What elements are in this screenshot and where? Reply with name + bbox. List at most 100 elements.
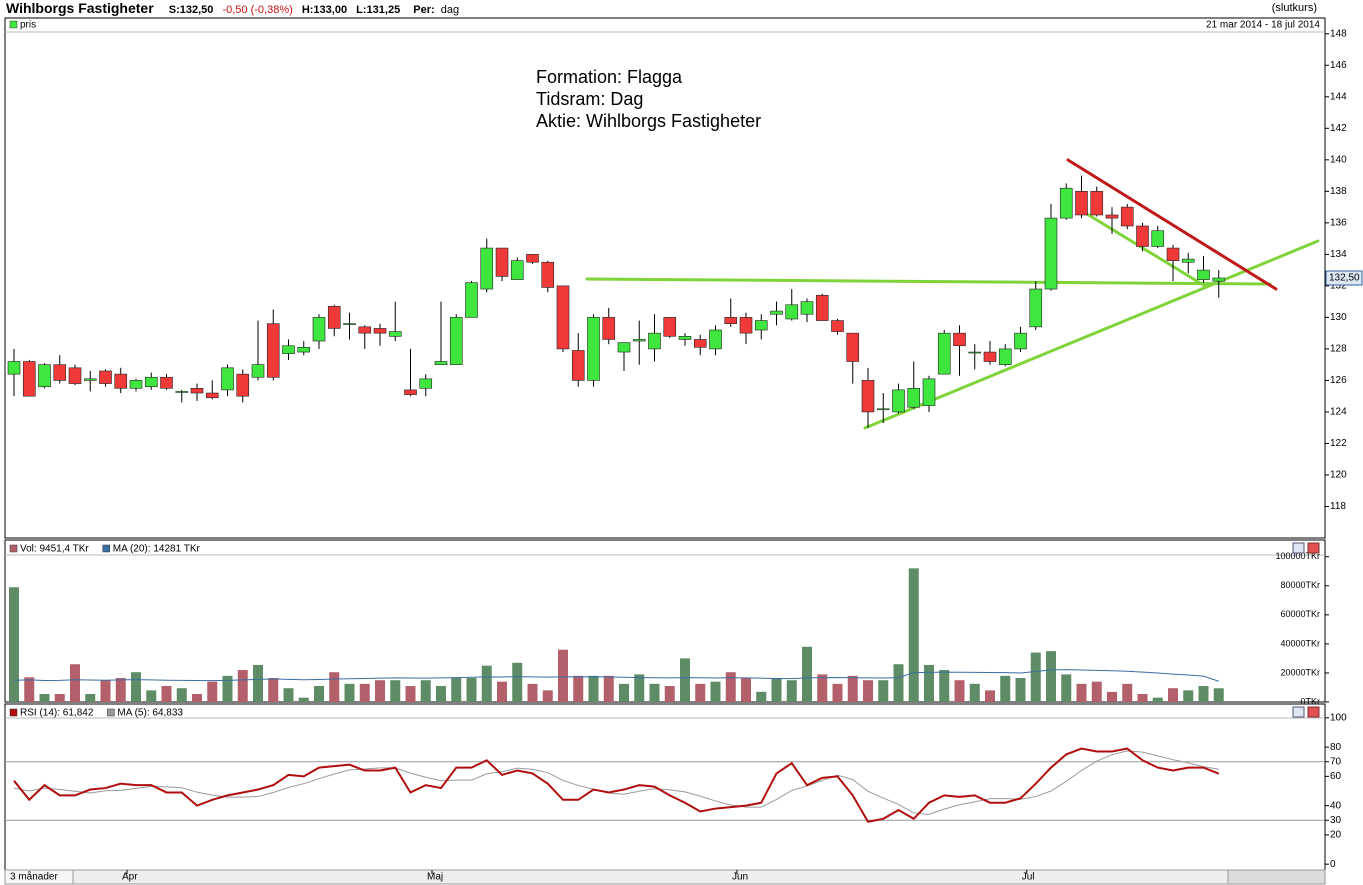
time-axis [4,869,1326,885]
volume-bar [1213,688,1224,702]
scrollbar[interactable] [1227,869,1326,885]
candle-body [770,310,783,315]
candle-body [1151,230,1165,247]
candle-body [175,391,189,393]
volume-bar [1152,697,1163,702]
y-tick-label: 128 [1330,344,1347,355]
last-price-label: 132,50 [1329,273,1360,284]
volume-bar [619,683,629,702]
settings-button[interactable] [1292,542,1305,554]
volume-bar [222,675,233,702]
candle-body [1166,247,1180,261]
volume-bar [939,670,950,702]
candle-body [876,408,890,411]
candle-body [815,295,829,321]
legend-label: MA (5): 64,833 [117,708,183,719]
candle-body [419,378,433,389]
y-tick-label: 20000TKr [1280,667,1320,677]
volume-bar [1046,651,1056,702]
y-tick-label: 40000TKr [1280,638,1320,648]
trend-lines [585,158,1320,430]
legend-label: pris [20,20,36,31]
volume-bar [832,683,843,702]
settings-button[interactable] [1292,706,1305,718]
volume-bar [603,675,614,702]
candle-body [297,347,311,353]
close-button[interactable] [1307,706,1320,718]
volume-bar [283,688,294,702]
last-price-box [1325,270,1363,286]
volume-bar [1137,694,1148,702]
candle-body [632,339,646,342]
last-price: S:132,50 [168,4,214,16]
legend-swatch [9,544,18,553]
legend-swatch [107,708,115,717]
volume-bar [1091,681,1102,702]
close-button[interactable] [1307,542,1320,554]
volume-bar [24,677,35,702]
candle-body [190,388,204,394]
volume-bar [893,664,904,702]
y-tick-label: 134 [1330,249,1347,260]
y-tick-label: 40 [1330,800,1342,811]
volume-bar [329,672,340,702]
y-tick-label: 136 [1330,217,1347,228]
volume-bar [436,686,446,702]
volume-bar [756,691,767,702]
y-tick-label: 132 [1330,281,1347,292]
candle-body [22,361,36,397]
volume-bar [664,686,675,702]
volume-bar [969,683,980,702]
volume-bar [161,686,172,702]
volume-bar [405,686,416,702]
candle-body [495,247,509,277]
price-mode: (slutkurs) [1271,2,1317,14]
candle-body [404,389,417,395]
volume-bar [451,678,462,702]
candle-body [983,351,997,362]
volume-bar [344,683,355,702]
volume-bar [1000,675,1011,702]
y-tick-label: 0TKr [1300,696,1320,706]
candle-body [1181,258,1195,263]
candle-body [38,364,51,388]
volume-bar [466,678,477,702]
legend-swatch [9,708,18,717]
y-tick-label: 100000TKr [1275,551,1320,561]
volume-bar [1015,678,1026,702]
volume-bar [497,681,507,702]
volume-bar [9,587,19,702]
volume-bar [542,690,553,702]
volume-bar [558,649,568,702]
candle-body [861,380,875,413]
volume-bar [298,697,309,702]
volume-bar [207,681,218,702]
candle-body [7,361,21,375]
period-label: Per: [413,4,435,16]
legend-swatch [102,544,110,553]
candle-body [663,317,677,337]
volume-bar [1061,674,1072,702]
candle-body [99,370,112,384]
candle-body [937,332,951,375]
candle-body [449,317,463,365]
volume-bar [1030,652,1041,702]
volume-bar [695,683,706,702]
y-tick-label: 60 [1330,771,1342,782]
y-tick-label: 142 [1330,123,1347,134]
volume-bar [725,672,736,702]
annotation: Aktie: Wihlborgs Fastigheter [536,111,761,131]
candle-body [312,317,326,342]
range-button[interactable] [4,869,74,885]
y-tick-label: 120 [1330,470,1347,481]
volume-bar [710,681,721,702]
legend-label: MA (20): 14281 TKr [113,544,201,555]
y-tick-label: 80 [1330,742,1342,753]
y-tick-label: 146 [1330,60,1347,71]
volume-bar [908,568,919,702]
x-tick-label: Jul [1022,872,1035,883]
volume-bar [176,688,187,702]
candle-body [144,376,158,388]
